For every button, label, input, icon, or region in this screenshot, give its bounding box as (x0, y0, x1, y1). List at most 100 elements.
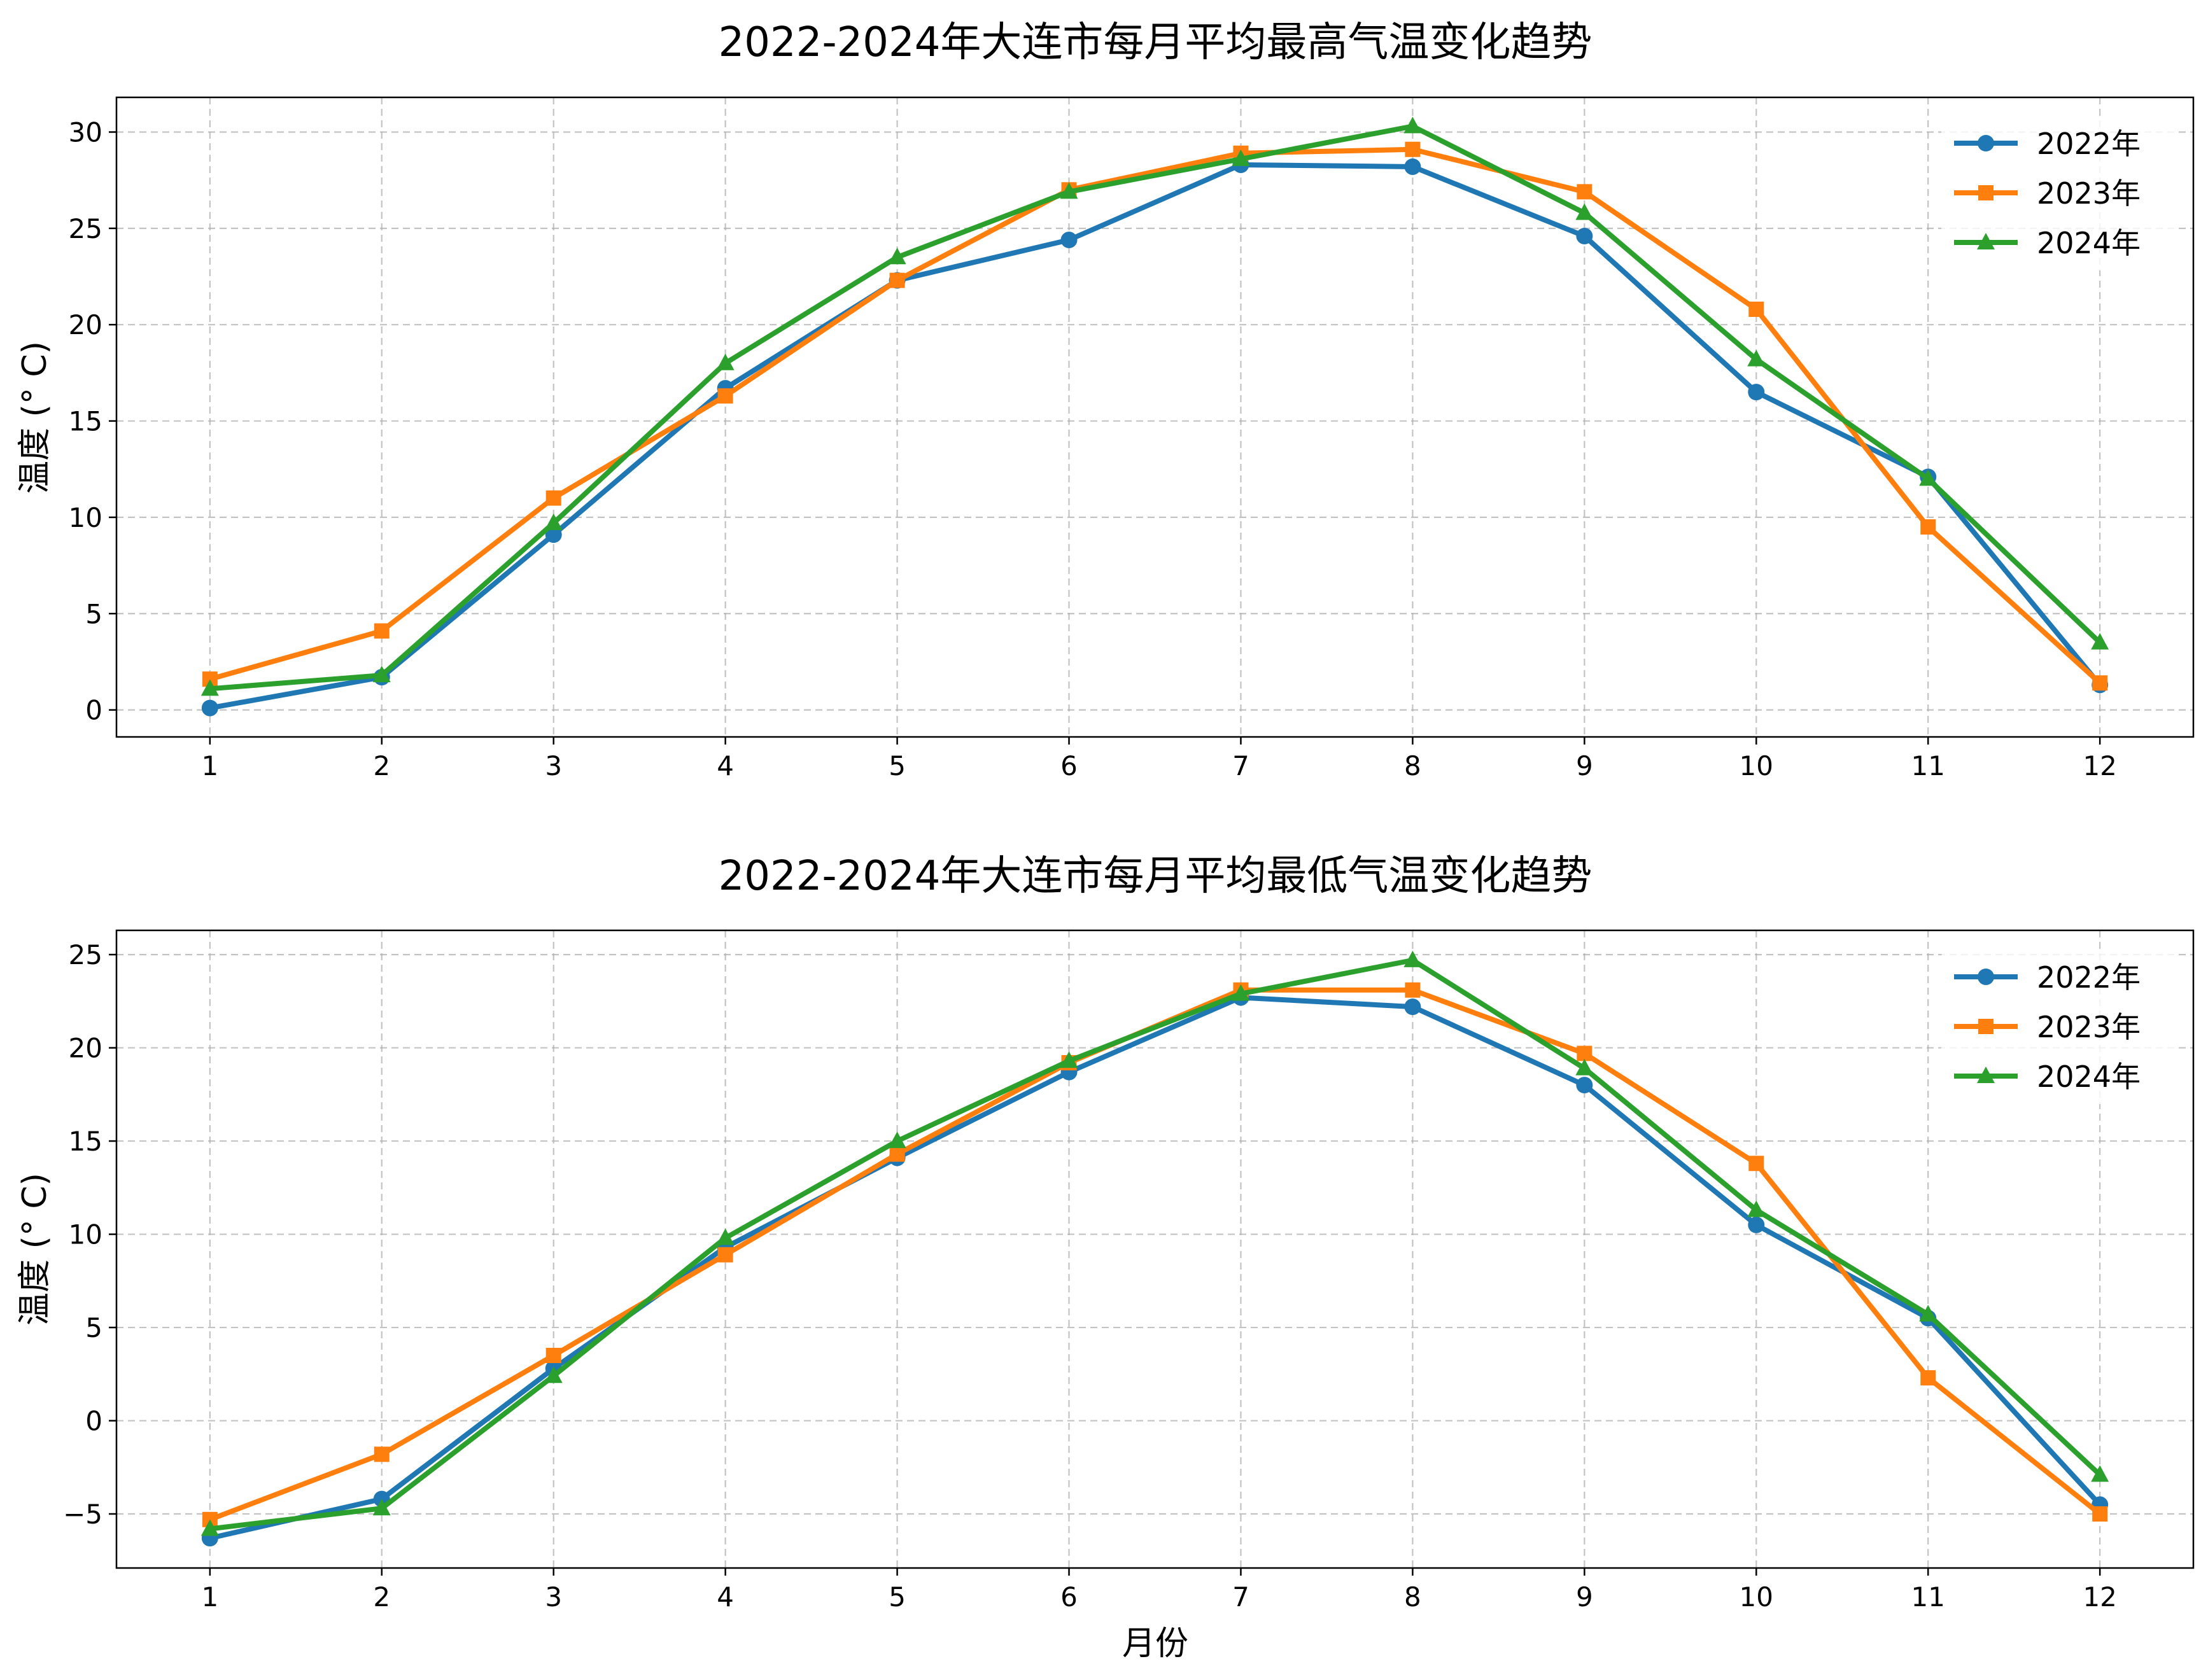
data-point (545, 526, 562, 543)
legend-marker (1978, 969, 1994, 985)
series-line (207, 146, 2103, 686)
x-tick-label: 1 (201, 1581, 218, 1613)
y-axis-label: 温度 (° C) (16, 341, 54, 494)
legend-box (1941, 951, 2177, 1104)
data-point (1920, 519, 1936, 535)
data-point (1575, 1058, 1594, 1075)
legend-item: 2023年 (1954, 1010, 2141, 1044)
series-group (200, 950, 2109, 1547)
data-point (716, 1228, 735, 1245)
x-tick-label: 3 (545, 1581, 562, 1613)
data-point (1060, 1051, 1078, 1068)
legend-marker (1978, 1019, 1994, 1034)
x-tick-label: 10 (1740, 1581, 1773, 1613)
series-line (207, 995, 2103, 1541)
data-point (372, 666, 391, 683)
series-line (207, 123, 2103, 692)
x-tick-label: 9 (1576, 750, 1593, 781)
y-tick-label: 15 (69, 406, 102, 437)
x-tick-label: 11 (1911, 750, 1944, 781)
x-tick-label: 11 (1911, 1581, 1944, 1613)
x-tick-label: 7 (1232, 1581, 1249, 1613)
data-point (1747, 1200, 1766, 1217)
data-point (1575, 203, 1594, 220)
data-point (1403, 950, 1422, 967)
legend: 2022年 2023年 2024年 (1941, 951, 2177, 1104)
data-point (1577, 184, 1593, 200)
data-point (2091, 633, 2109, 650)
series-2024年 (200, 116, 2109, 696)
chart-max-temperature: 2022-2024年大连市每月平均最高气温变化趋势 1 2 3 4 5 6 7 8 9 10 11 1… (16, 19, 2195, 781)
series-2023年 (202, 982, 2108, 1527)
data-point (200, 679, 219, 696)
x-tick-label: 8 (1404, 750, 1421, 781)
legend-marker (1977, 233, 1995, 249)
data-point (1405, 982, 1421, 998)
data-point (1920, 1370, 1936, 1386)
x-tick-label: 3 (545, 750, 562, 781)
x-tick-label: 10 (1740, 750, 1773, 781)
y-tick-label: 0 (85, 695, 102, 726)
x-tick-label: 2 (373, 1581, 390, 1613)
data-point (1577, 1046, 1593, 1061)
x-tick-label: 2 (373, 750, 390, 781)
series-2022年 (201, 989, 2109, 1547)
data-point (1405, 141, 1421, 157)
y-tick-label: 5 (85, 1312, 102, 1343)
gridlines (116, 930, 2193, 1568)
data-point (1748, 301, 1764, 317)
data-point (717, 1247, 733, 1263)
legend-item: 2023年 (1954, 176, 2141, 211)
y-tick-label: 25 (69, 939, 102, 970)
data-point (1748, 1156, 1764, 1172)
legend-marker (1978, 185, 1994, 200)
data-point (1404, 998, 1421, 1016)
chart-title: 2022-2024年大连市每月平均最低气温变化趋势 (719, 853, 1593, 900)
data-point (889, 272, 905, 288)
data-point (374, 1446, 390, 1462)
legend-item: 2022年 (1954, 960, 2141, 995)
x-tick-label: 8 (1404, 1581, 1421, 1613)
data-point (1747, 349, 1766, 367)
data-point (1748, 1216, 1765, 1233)
data-point (888, 248, 906, 265)
x-tick-label: 6 (1060, 750, 1078, 781)
data-point (716, 353, 735, 370)
series-line (207, 162, 2103, 711)
data-point (544, 1366, 563, 1383)
data-point (1919, 1305, 1937, 1322)
data-point (2092, 675, 2108, 691)
series-2022年 (201, 156, 2109, 717)
series-2024年 (200, 950, 2109, 1536)
legend-label: 2022年 (2037, 960, 2141, 995)
x-tick-label: 12 (2083, 1581, 2116, 1613)
data-point (889, 1146, 905, 1162)
data-point (374, 623, 390, 639)
x-tick-label: 7 (1232, 750, 1249, 781)
legend-marker (1977, 1067, 1995, 1083)
data-point (544, 513, 563, 530)
y-tick-label: 30 (69, 116, 102, 148)
data-point (2092, 1506, 2108, 1522)
y-tick-label: 20 (69, 309, 102, 340)
plot-frame (115, 96, 2195, 738)
data-point (1919, 469, 1937, 486)
legend-label: 2023年 (2037, 1010, 2141, 1044)
data-point (1232, 984, 1250, 1001)
y-tick-label: 15 (69, 1126, 102, 1157)
y-tick-label: 0 (85, 1406, 102, 1437)
x-tick-label: 9 (1576, 1581, 1593, 1613)
data-point (1232, 149, 1250, 166)
legend-item: 2024年 (1954, 1060, 2141, 1094)
data-point (717, 388, 733, 404)
legend-label: 2023年 (2037, 176, 2141, 211)
y-tick-label: 10 (69, 1219, 102, 1250)
data-point (1576, 1077, 1593, 1094)
legend-marker (1978, 135, 1994, 151)
series-line (207, 957, 2103, 1532)
x-tick-label: 1 (201, 750, 218, 781)
y-tick-label: 10 (69, 502, 102, 533)
